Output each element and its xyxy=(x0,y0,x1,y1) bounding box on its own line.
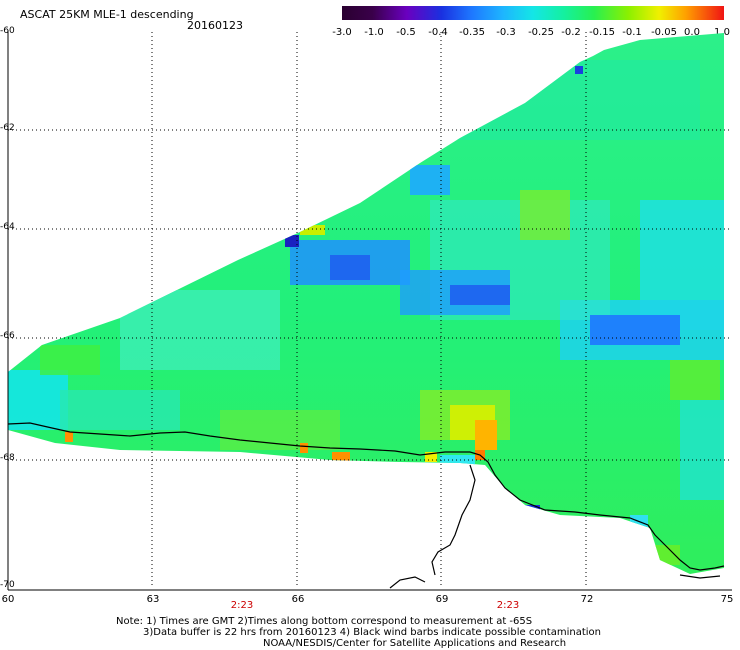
colorbar-label: -0.25 xyxy=(528,27,554,38)
colorbar-label: -0.5 xyxy=(396,27,416,38)
footer-note-2: 3)Data buffer is 22 hrs from 20160123 4)… xyxy=(143,627,601,638)
lon-label: 66 xyxy=(291,594,305,605)
product-title: ASCAT 25KM MLE-1 descending xyxy=(20,8,194,21)
colorbar-label: 0.0 xyxy=(684,27,700,38)
product-date: 20160123 xyxy=(187,19,243,32)
map-frame xyxy=(7,30,732,591)
graticule xyxy=(8,32,732,588)
coastline xyxy=(7,422,725,589)
lat-label: -66 xyxy=(0,331,15,341)
lat-label: -62 xyxy=(0,123,15,133)
pass-time: 2:23 xyxy=(496,600,520,611)
lat-label: -70 xyxy=(0,580,15,590)
colorbar-label: -3.0 xyxy=(332,27,352,38)
lon-label: 63 xyxy=(146,594,160,605)
wind-swath xyxy=(8,33,724,574)
colorbar-label: 1.0 xyxy=(714,27,730,38)
colorbar-label: -0.2 xyxy=(561,27,581,38)
lon-label: 69 xyxy=(435,594,449,605)
lat-label: -64 xyxy=(0,222,15,232)
footer-note-1: Note: 1) Times are GMT 2)Times along bot… xyxy=(116,616,533,627)
lon-label: 75 xyxy=(720,594,734,605)
lon-label: 72 xyxy=(580,594,594,605)
footer-note-3: NOAA/NESDIS/Center for Satellite Applica… xyxy=(263,638,567,649)
colorbar-label: -0.1 xyxy=(622,27,642,38)
colorbar-label: -0.15 xyxy=(589,27,615,38)
lat-label: -60 xyxy=(0,26,15,36)
pass-time: 2:23 xyxy=(230,600,254,611)
lon-label: 60 xyxy=(1,594,15,605)
colorbar-label: -1.0 xyxy=(364,27,384,38)
colorbar-labels: -3.0 -1.0 -0.5 -0.4 -0.35 -0.3 -0.25 -0.… xyxy=(330,27,735,39)
colorbar xyxy=(342,6,724,20)
colorbar-label: -0.3 xyxy=(496,27,516,38)
lat-label: -68 xyxy=(0,453,15,463)
colorbar-label: -0.4 xyxy=(428,27,448,38)
colorbar-label: -0.35 xyxy=(459,27,485,38)
colorbar-label: -0.05 xyxy=(651,27,677,38)
